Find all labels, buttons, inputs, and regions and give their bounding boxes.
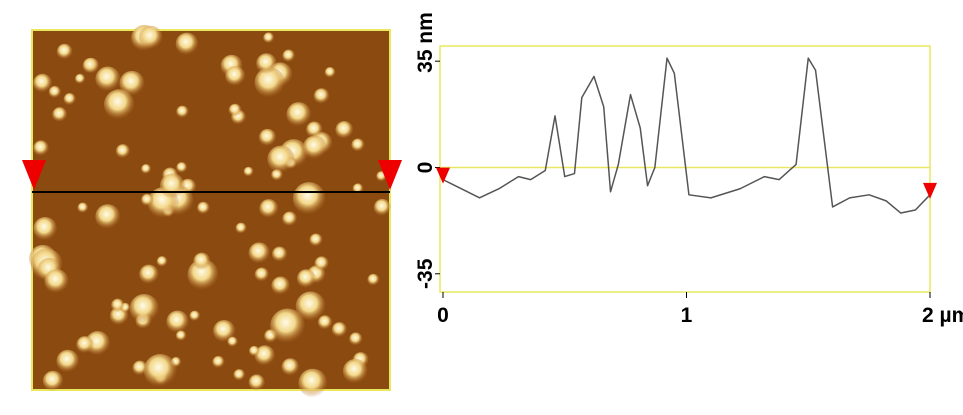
afm-particle [225,66,246,87]
afm-particle [270,308,305,344]
afm-particle [271,246,288,262]
afm-particle [95,204,121,230]
afm-particle [248,374,266,391]
afm-particle [139,264,159,285]
afm-background [31,29,391,391]
afm-particle [143,354,177,388]
afm-particle [139,25,163,50]
afm-particle [129,293,159,324]
afm-particle [95,66,121,92]
afm-particle [282,49,296,63]
afm-particle [349,332,363,346]
afm-particle [298,368,328,398]
afm-particle [248,242,270,264]
afm-particle [56,349,80,373]
plot-frame [439,45,931,293]
afm-particle [176,162,188,174]
cursor-marker [378,160,402,190]
afm-particle [141,164,152,175]
afm-particle [281,358,300,376]
afm-particle [342,358,368,384]
afm-particle [302,135,327,160]
afm-particle [259,199,279,219]
cursor-marker [436,167,450,184]
afm-particle [42,370,64,392]
afm-particle [197,201,210,215]
afm-particle [254,345,276,366]
cursor-marker [22,160,46,190]
afm-particle [227,336,238,348]
afm-particle [76,336,94,354]
afm-particle [254,267,270,282]
afm-particle [103,89,135,120]
afm-particle [119,70,145,97]
afm-particle [296,269,316,289]
y-tick-label: 0 [414,162,437,174]
afm-particle [166,310,189,333]
afm-particle [44,269,69,294]
afm-particle [263,32,275,44]
afm-particle [193,252,211,270]
x-tick-label: 2 µm [922,304,963,327]
afm-particle [189,310,201,322]
afm-particle [33,216,58,241]
afm-particle [351,138,365,152]
y-tick-label: -35 [414,258,437,289]
afm-particle [367,273,380,286]
profile-line [442,57,931,214]
x-tick-label: 1 [681,304,693,327]
afm-particle [213,319,236,343]
x-tick-label: 0 [437,304,449,327]
afm-particle [248,345,260,357]
afm-particle [77,202,89,214]
afm-particle [292,182,326,215]
afm-particle [111,298,125,313]
afm-particle [52,107,68,123]
afm-particle [314,256,329,271]
afm-particle [324,66,336,78]
afm-particle [176,105,189,119]
afm-particle [228,103,242,117]
afm-particle [243,166,254,177]
afm-particle [56,43,73,60]
afm-particle [313,88,330,104]
afm-particle [258,128,277,147]
afm-particle [235,222,247,234]
afm-particle [309,233,323,247]
afm-particle [187,259,219,291]
afm-particle [306,121,323,138]
afm-particle [212,355,225,369]
afm-particle [175,32,199,56]
afm-particle [159,173,185,199]
afm-particle [256,53,277,74]
afm-particle [74,73,86,85]
afm-particle [115,144,131,159]
afm-particle [254,67,285,98]
afm-particle [295,291,326,322]
afm-particle [48,85,62,99]
afm-particle [271,276,290,295]
afm-particle [335,121,354,139]
afm-particle [141,193,154,207]
afm-particle [63,93,76,106]
cursor-marker [923,182,937,199]
afm-particle [286,102,311,127]
afm-particle [282,211,298,227]
afm-particle [373,198,391,217]
afm-particle [33,140,49,157]
afm-particle [331,322,348,338]
afm-particle [132,360,148,376]
afm-particle [267,145,295,174]
afm-particle [33,73,53,93]
afm-particle [156,256,168,267]
afm-particle [175,330,187,342]
y-unit: nm [414,12,437,44]
afm-image [29,24,391,398]
afm-particle [233,369,246,381]
y-tick-label: 35 [414,49,437,73]
afm-particle [82,57,99,74]
afm-particle [317,315,333,330]
